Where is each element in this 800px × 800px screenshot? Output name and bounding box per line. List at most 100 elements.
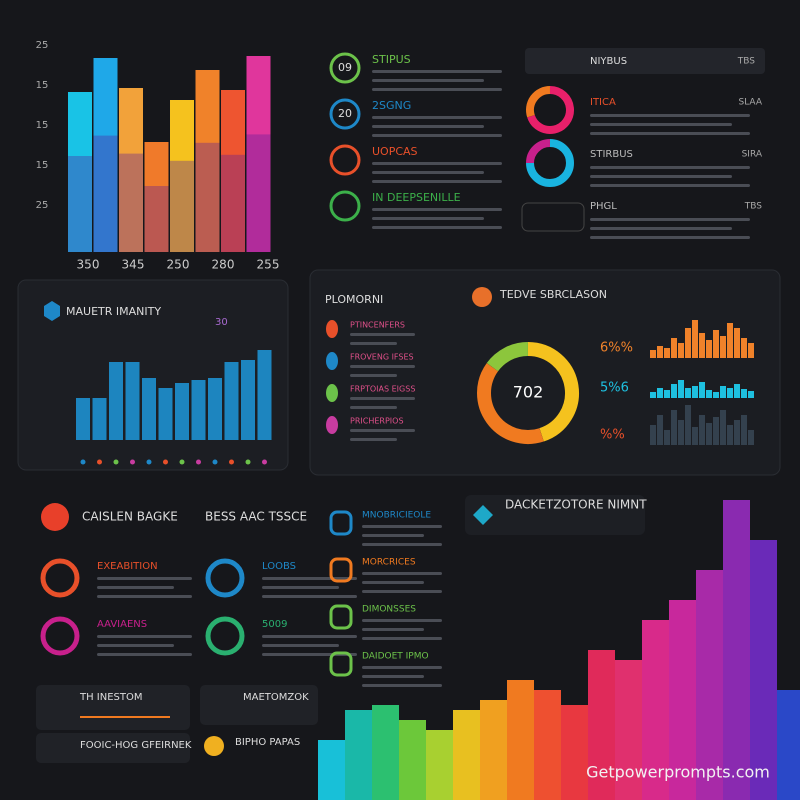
bar	[720, 336, 726, 358]
item-title: DAIDOET IPMO	[362, 652, 429, 662]
y-tick-label: 15	[36, 80, 49, 91]
item-title: EXEABITION	[97, 561, 158, 572]
bar	[119, 88, 143, 252]
text-line	[372, 171, 484, 174]
bar	[144, 142, 169, 252]
panel-title: CAISLEN BAGKE	[82, 510, 178, 524]
mini-label: %%	[600, 428, 625, 443]
text-line	[590, 236, 750, 239]
bar	[142, 378, 156, 440]
panel-header	[525, 48, 765, 74]
mini-label: 6%%	[600, 341, 633, 356]
bar	[534, 690, 561, 800]
donut-segment	[486, 342, 529, 372]
panel-subtitle: BESS AAC TSSCE	[205, 510, 307, 524]
text-line	[372, 180, 502, 183]
text-line	[350, 397, 415, 400]
bar	[224, 362, 239, 440]
dot	[212, 459, 218, 465]
bar	[480, 700, 507, 800]
bar	[158, 388, 173, 440]
text-line	[362, 590, 442, 593]
bar	[221, 90, 245, 252]
bar	[650, 350, 656, 358]
donut-segment	[526, 139, 574, 187]
panel-title: PLOMORNI	[325, 293, 383, 306]
bar-shade	[119, 153, 143, 252]
bar	[685, 328, 691, 358]
panel-title: NIYBUS	[590, 56, 627, 67]
text-line	[590, 123, 732, 126]
text-line	[97, 586, 174, 589]
item-title: 5009	[262, 619, 287, 630]
item-title: PRICHERPIOS	[350, 417, 404, 426]
bar	[426, 730, 453, 800]
panel-title: TEDVE SBRCLASON	[499, 288, 607, 301]
bar	[657, 415, 663, 445]
bar	[734, 328, 740, 358]
text-line	[97, 644, 174, 647]
bar	[76, 398, 90, 440]
icon	[329, 144, 361, 176]
code: 30	[215, 317, 228, 328]
icon	[329, 604, 353, 630]
bar-shade	[144, 186, 169, 252]
item-title: LOOBS	[262, 561, 296, 572]
donut-segment	[527, 86, 574, 134]
donut-segment	[527, 342, 579, 442]
bar	[68, 92, 92, 252]
icon	[40, 558, 80, 598]
bar	[125, 362, 140, 440]
text-line	[97, 577, 192, 580]
bar	[741, 389, 747, 398]
bar	[241, 360, 255, 440]
donut-segment	[477, 363, 544, 444]
bar	[453, 710, 480, 800]
bar	[720, 386, 726, 398]
card-title: MAETOMZOK	[243, 692, 309, 703]
text-line	[362, 619, 442, 622]
bar	[734, 384, 740, 398]
item-title: 2SGNG	[372, 99, 411, 112]
text-line	[372, 70, 502, 73]
text-line	[350, 406, 397, 409]
bar	[748, 343, 754, 358]
bar	[588, 650, 615, 800]
badge: 20	[338, 107, 352, 120]
bar	[748, 430, 754, 445]
bar-shade	[246, 134, 271, 252]
bar	[664, 348, 670, 358]
text-line	[590, 132, 750, 135]
bar	[699, 415, 705, 445]
dot	[130, 459, 135, 465]
dot	[245, 459, 251, 465]
icon	[329, 98, 361, 130]
bar	[642, 620, 669, 800]
card	[36, 685, 190, 730]
bar	[741, 415, 747, 445]
icon	[326, 320, 338, 338]
bar	[615, 660, 642, 800]
text-line	[362, 525, 442, 528]
item-title: MORCRICES	[362, 558, 416, 568]
text-line	[590, 166, 750, 169]
row-label: ITICA	[590, 97, 616, 108]
item-title: AAVIAENS	[97, 619, 147, 630]
bar	[318, 740, 345, 800]
bar	[671, 338, 677, 358]
bar	[399, 720, 426, 800]
bar	[720, 410, 726, 445]
bar-shade	[221, 154, 245, 252]
bar	[650, 425, 656, 445]
bar	[195, 70, 220, 252]
x-tick-label: 250	[167, 258, 190, 272]
bar	[257, 350, 272, 440]
item-title: PTINCENFERS	[350, 321, 405, 330]
icon	[40, 616, 80, 656]
item-title: FRPTOIAS EIGSS	[350, 385, 415, 394]
bar	[692, 320, 698, 358]
card	[200, 685, 318, 725]
item-title: UOPCAS	[372, 145, 418, 158]
row-label: STIRBUS	[590, 149, 633, 160]
